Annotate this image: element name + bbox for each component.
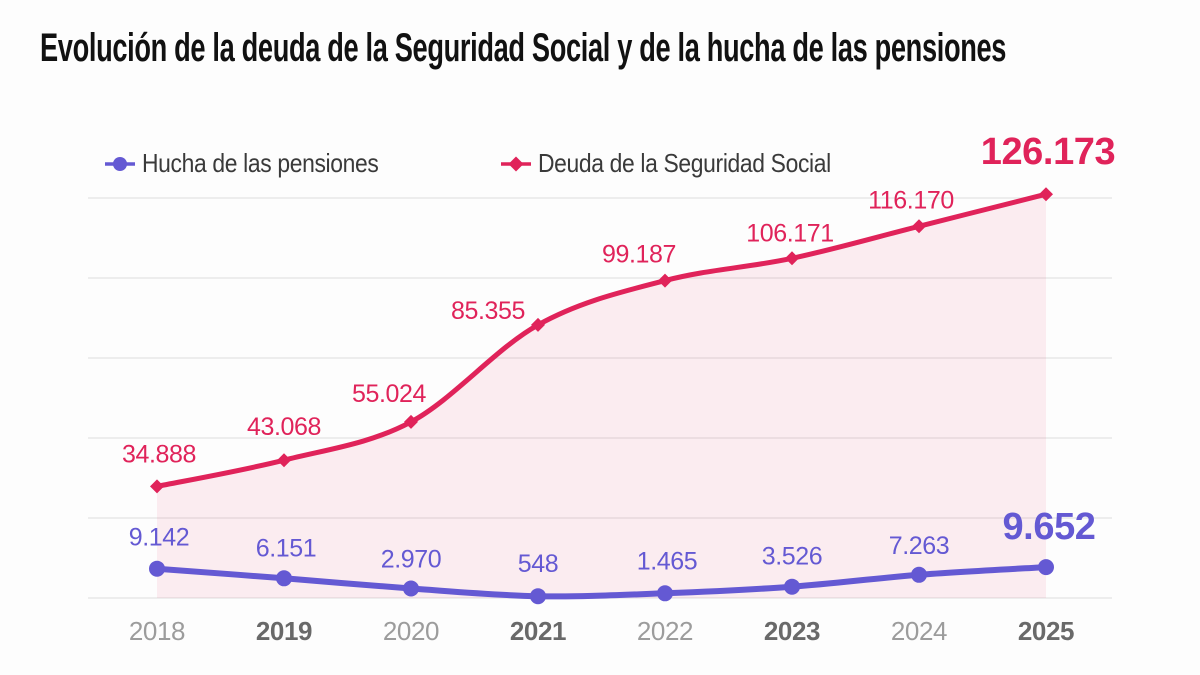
- debt-point-marker: [1039, 187, 1053, 202]
- debt-value-label: 85.355: [451, 297, 525, 325]
- legend-item-hucha[interactable]: Hucha de las pensiones: [105, 148, 411, 179]
- hucha-point-marker: [657, 585, 673, 602]
- hucha-line: [154, 564, 1049, 600]
- debt-value-label: 106.171: [746, 219, 834, 247]
- debt-line: [154, 191, 1049, 489]
- debt-point-marker: [531, 317, 545, 332]
- x-axis-label: 2023: [764, 616, 820, 646]
- debt-value-label: 43.068: [247, 413, 321, 441]
- legend-item-debt[interactable]: Deuda de la Seguridad Social: [500, 148, 871, 179]
- debt-point-marker: [277, 453, 291, 468]
- debt-point-marker: [912, 219, 926, 234]
- hucha-value-label: 9.142: [129, 524, 190, 552]
- debt-point-marker: [150, 479, 164, 494]
- hucha-value-label: 2.970: [381, 546, 442, 574]
- debt-point-marker: [785, 251, 799, 266]
- hucha-legend-marker-icon: [105, 156, 135, 171]
- hucha-point-marker: [276, 570, 292, 587]
- x-axis-label: 2024: [891, 616, 947, 646]
- debt-area-fill: [157, 194, 1046, 598]
- debt-point-marker: [404, 414, 418, 429]
- x-axis-label: 2018: [129, 616, 185, 646]
- chart-title: Evolución de la deuda de la Seguridad So…: [40, 26, 1007, 70]
- hucha-point-marker: [1038, 559, 1054, 576]
- hucha-value-label: 6.151: [256, 534, 317, 562]
- hucha-value-label: 7.263: [889, 532, 950, 560]
- debt-legend-marker-icon: [500, 156, 531, 171]
- debt-value-label: 34.888: [122, 440, 196, 468]
- x-axis-label: 2022: [637, 616, 693, 646]
- x-axis-label: 2019: [256, 616, 312, 646]
- hucha-point-marker: [149, 560, 165, 577]
- hucha-point-marker: [911, 566, 927, 583]
- hucha-value-label: 1.465: [637, 547, 698, 575]
- hucha-point-marker: [530, 588, 546, 605]
- debt-value-label: 116.170: [868, 186, 954, 214]
- x-axis-label: 2020: [383, 616, 439, 646]
- hucha-point-marker: [784, 578, 800, 595]
- debt-point-marker: [658, 273, 672, 288]
- debt-value-label: 99.187: [602, 241, 676, 269]
- hucha-value-label: 3.526: [762, 543, 823, 571]
- legend-label-debt: Deuda de la Seguridad Social: [537, 148, 831, 178]
- legend: Hucha de las pensiones Deuda de la Segur…: [105, 148, 871, 179]
- x-axis-label: 2021: [510, 616, 566, 646]
- hucha-value-label: 9.652: [1002, 506, 1095, 548]
- hucha-point-marker: [403, 580, 419, 597]
- x-axis-label: 2025: [1018, 616, 1074, 646]
- debt-value-label: 55.024: [352, 380, 427, 408]
- legend-label-hucha: Hucha de las pensiones: [142, 148, 379, 178]
- hucha-value-label: 548: [518, 550, 559, 578]
- debt-value-label: 126.173: [981, 131, 1116, 173]
